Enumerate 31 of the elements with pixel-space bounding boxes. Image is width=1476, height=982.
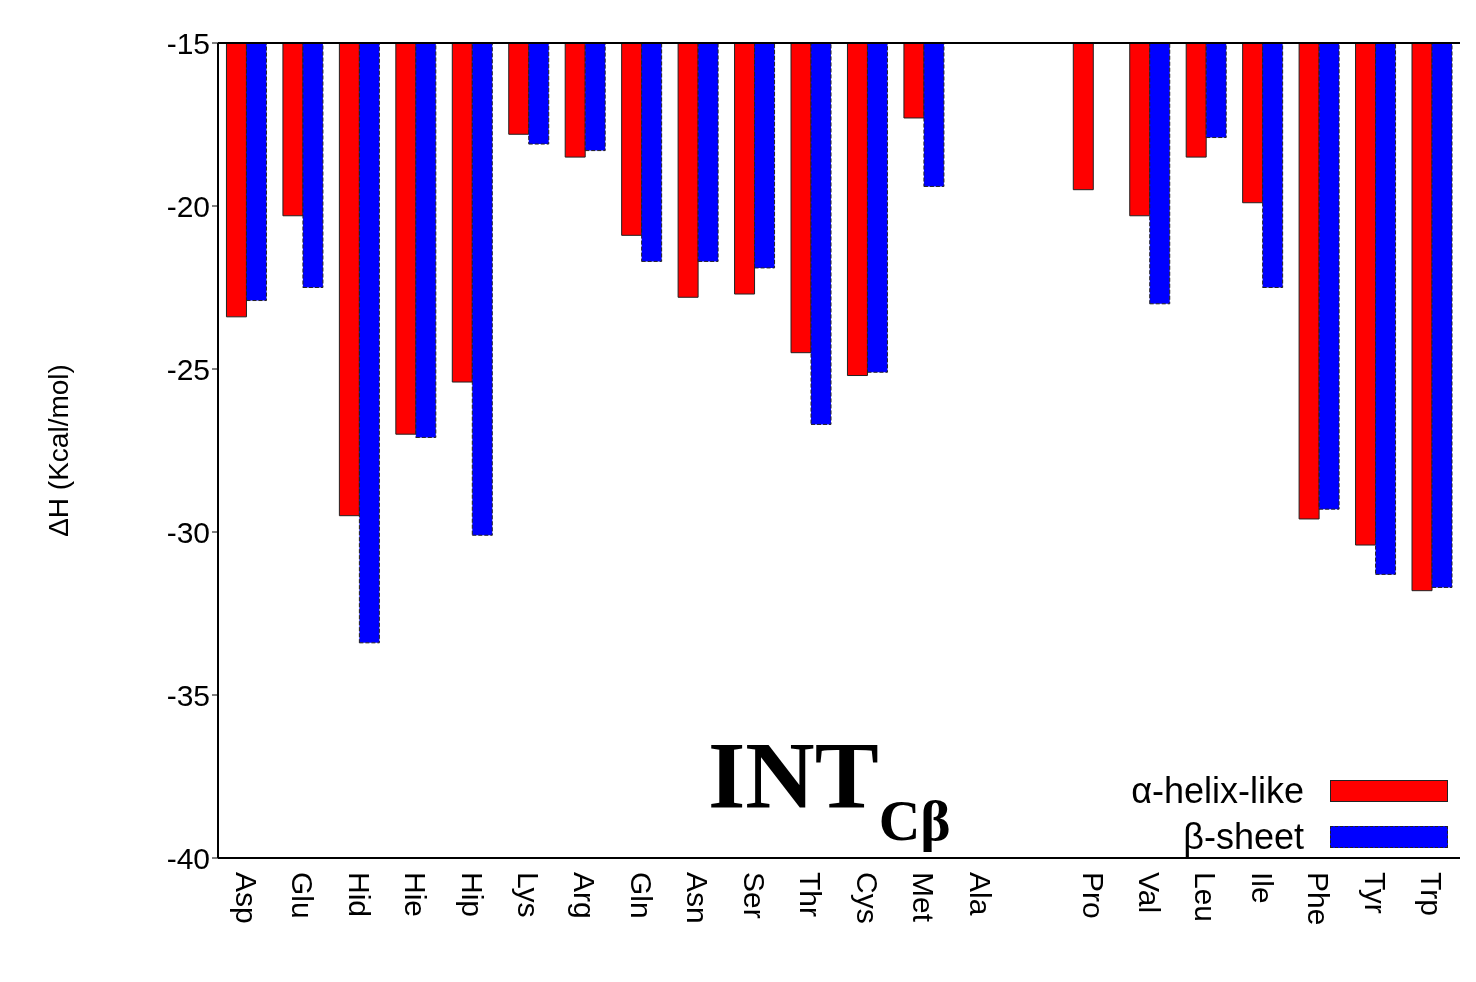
legend-label: β-sheet [1183, 816, 1304, 858]
x-tick-label: Lys [512, 872, 545, 918]
x-tick-label: Leu [1189, 872, 1223, 923]
x-tick-label: Asp [229, 872, 263, 924]
x-tick-label: Ala [963, 872, 997, 916]
x-tick-label: Hip [455, 872, 489, 918]
text: INT$_{Cβ}$ [708, 722, 951, 852]
x-tick-label: Phe [1302, 872, 1336, 926]
x-tick-label: Glu [286, 872, 320, 919]
x-tick-label: Gln [624, 872, 658, 919]
x-tick-label: Arg [568, 872, 602, 919]
x-tick-label: Hid [342, 872, 376, 918]
y-tick-label: -20 [166, 189, 210, 223]
x-tick-label: Cys [850, 872, 884, 924]
y-axis-title: ΔH (Kcal/mol) [42, 364, 74, 537]
x-tick-label: Pro [1076, 872, 1110, 919]
legend-label: α-helix-like [1131, 770, 1304, 812]
x-tick-label: Trp [1415, 872, 1449, 916]
y-tick-label: -30 [166, 515, 210, 549]
x-tick-label: Ser [737, 872, 771, 919]
y-tick-label: -35 [166, 678, 210, 712]
x-tick-label: Met [907, 872, 941, 923]
x-tick-label: Val [1133, 872, 1166, 914]
y-tick-label: -25 [166, 352, 210, 386]
x-tick-label: Tyr [1358, 872, 1392, 914]
x-tick-label: Thr [794, 872, 828, 918]
y-tick-label: -40 [166, 841, 210, 875]
x-tick-label: Ile [1245, 872, 1279, 904]
x-tick-label: Asn [681, 872, 715, 924]
x-tick-label: Hie [399, 872, 433, 918]
y-tick-label: -15 [166, 26, 210, 60]
